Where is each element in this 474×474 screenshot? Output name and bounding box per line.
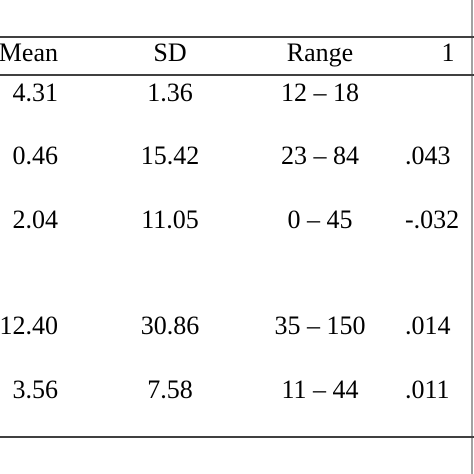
cell: 4.31 xyxy=(13,78,59,107)
column-header: Range xyxy=(287,38,353,67)
cell: -.032 xyxy=(405,205,459,234)
cell: 0 – 45 xyxy=(288,205,353,234)
cell: 7.58 xyxy=(147,375,193,404)
cell: 12.40 xyxy=(0,311,58,340)
cell: .011 xyxy=(405,375,450,404)
cell: 15.42 xyxy=(141,141,200,170)
column-header: 1 xyxy=(442,38,455,67)
cell: 12 – 18 xyxy=(281,78,359,107)
cell: 2.04 xyxy=(13,205,59,234)
cell: 11.05 xyxy=(141,205,199,234)
cell: 3.56 xyxy=(13,375,59,404)
cell: 11 – 44 xyxy=(281,375,358,404)
cell: .043 xyxy=(405,141,451,170)
cell: .014 xyxy=(405,311,451,340)
column-header: SD xyxy=(153,38,186,67)
cell: 35 – 150 xyxy=(275,311,366,340)
cell: 23 – 84 xyxy=(281,141,359,170)
cell: 1.36 xyxy=(147,78,193,107)
cell: 0.46 xyxy=(13,141,59,170)
column-header: Mean xyxy=(0,38,58,67)
cell: 30.86 xyxy=(141,311,200,340)
